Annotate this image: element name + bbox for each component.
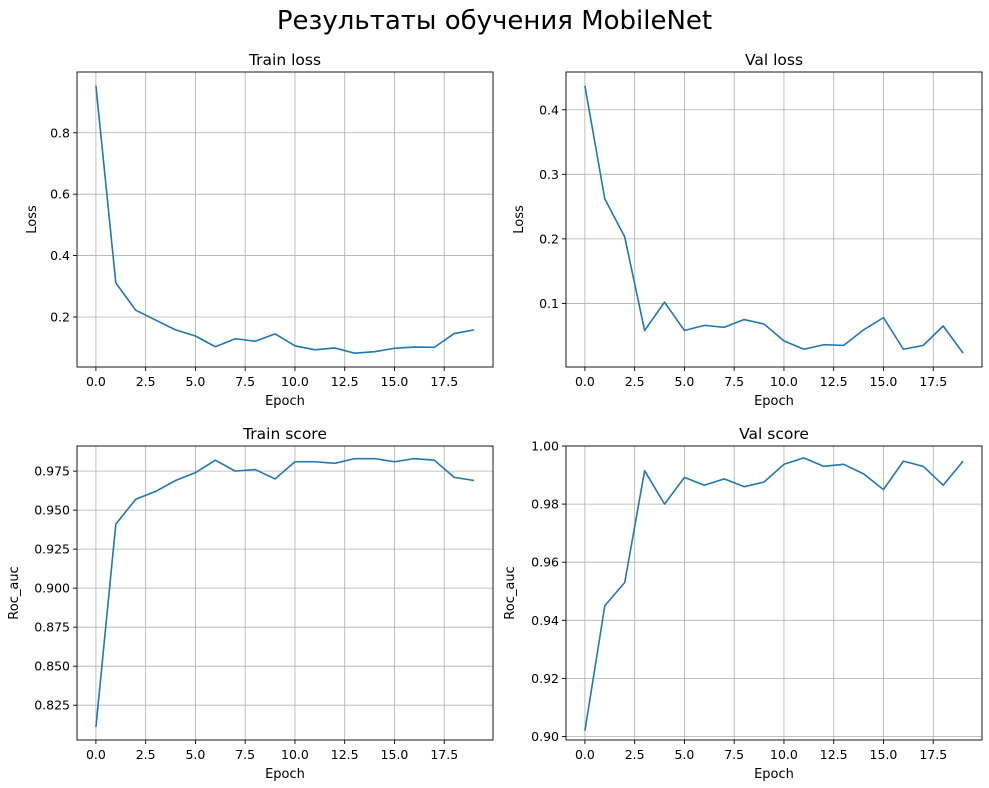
x-tick-label: 7.5 [235,374,255,389]
x-tick-label: 15.0 [381,374,409,389]
y-tick-label: 0.4 [539,102,559,117]
y-tick-label: 0.6 [50,187,70,202]
series-line [584,85,964,354]
subplot-title: Val score [739,425,809,443]
y-tick-label: 0.4 [50,248,70,263]
x-tick-label: 12.5 [820,374,848,389]
x-tick-label: 2.5 [136,374,156,389]
x-tick-label: 2.5 [625,747,645,762]
x-tick-label: 10.0 [281,747,309,762]
x-tick-label: 10.0 [770,374,798,389]
x-axis-label: Epoch [754,394,794,409]
x-tick-label: 2.5 [136,747,156,762]
y-tick-label: 0.850 [34,659,70,674]
y-axis-label: Loss [25,205,40,234]
y-tick-label: 0.90 [531,729,559,744]
x-tick-label: 5.0 [674,747,694,762]
x-tick-label: 12.5 [331,374,359,389]
x-tick-label: 15.0 [870,747,898,762]
subplot-4: 0.0 2.5 5.0 7.5 10.0 12.5 15.0 17.5 0.90 0.92 0.94… [503,425,983,782]
y-tick-label: 0.8 [50,125,70,140]
y-axis-label: Loss [512,205,527,234]
y-tick-label: 0.1 [539,296,559,311]
x-tick-label: 0.0 [575,374,595,389]
y-tick-label: 0.875 [34,620,70,635]
x-tick-label: 2.5 [625,374,645,389]
subplot-title: Train score [242,425,327,443]
y-tick-label: 0.98 [531,497,559,512]
figure-title: Результаты обучения MobileNet [276,6,713,36]
y-axis-label: Roc_auc [7,566,22,619]
y-tick-label: 0.825 [34,698,70,713]
y-tick-label: 0.925 [34,542,70,557]
y-tick-label: 0.950 [34,503,70,518]
x-tick-label: 0.0 [575,747,595,762]
x-tick-label: 5.0 [674,374,694,389]
subplot-3: 0.0 2.5 5.0 7.5 10.0 12.5 15.0 17.5 0.825 0.850 0.… [7,425,494,782]
x-tick-label: 7.5 [724,374,744,389]
x-tick-label: 17.5 [430,374,458,389]
subplot-title: Val loss [745,51,803,69]
x-tick-label: 12.5 [820,747,848,762]
x-tick-label: 15.0 [381,747,409,762]
subplot-2: 0.0 2.5 5.0 7.5 10.0 12.5 15.0 17.5 0.1 0.2 0.3 0.4… [512,51,983,409]
series-line [584,457,964,731]
x-tick-label: 15.0 [870,374,898,389]
y-tick-label: 0.900 [34,581,70,596]
x-tick-label: 12.5 [331,747,359,762]
x-tick-label: 17.5 [919,747,947,762]
x-tick-label: 0.0 [86,374,106,389]
x-axis-label: Epoch [265,394,305,409]
axes-frame [76,445,494,741]
x-tick-label: 7.5 [235,747,255,762]
subplot-title: Train loss [248,51,321,69]
x-tick-label: 7.5 [724,747,744,762]
subplot-1: 0.0 2.5 5.0 7.5 10.0 12.5 15.0 17.5 0.2 0.4 0.6 0.8… [25,51,494,409]
series-line [95,457,475,728]
x-tick-label: 10.0 [770,747,798,762]
x-tick-label: 0.0 [86,747,106,762]
axes-frame [565,71,983,368]
x-axis-label: Epoch [265,767,305,782]
y-tick-label: 0.3 [539,167,559,182]
x-tick-label: 17.5 [919,374,947,389]
y-tick-label: 0.2 [50,309,70,324]
x-tick-label: 17.5 [430,747,458,762]
y-tick-label: 0.92 [531,671,559,686]
axes-frame [76,71,494,368]
y-tick-label: 1.00 [531,439,559,454]
x-tick-label: 5.0 [185,374,205,389]
axes-frame [565,445,983,741]
x-tick-label: 10.0 [281,374,309,389]
y-tick-label: 0.975 [34,464,70,479]
y-tick-label: 0.96 [531,555,559,570]
y-tick-label: 0.2 [539,231,559,246]
y-axis-label: Roc_auc [503,566,518,619]
x-axis-label: Epoch [754,767,794,782]
x-tick-label: 5.0 [185,747,205,762]
y-tick-label: 0.94 [531,613,559,628]
series-line [95,85,475,354]
